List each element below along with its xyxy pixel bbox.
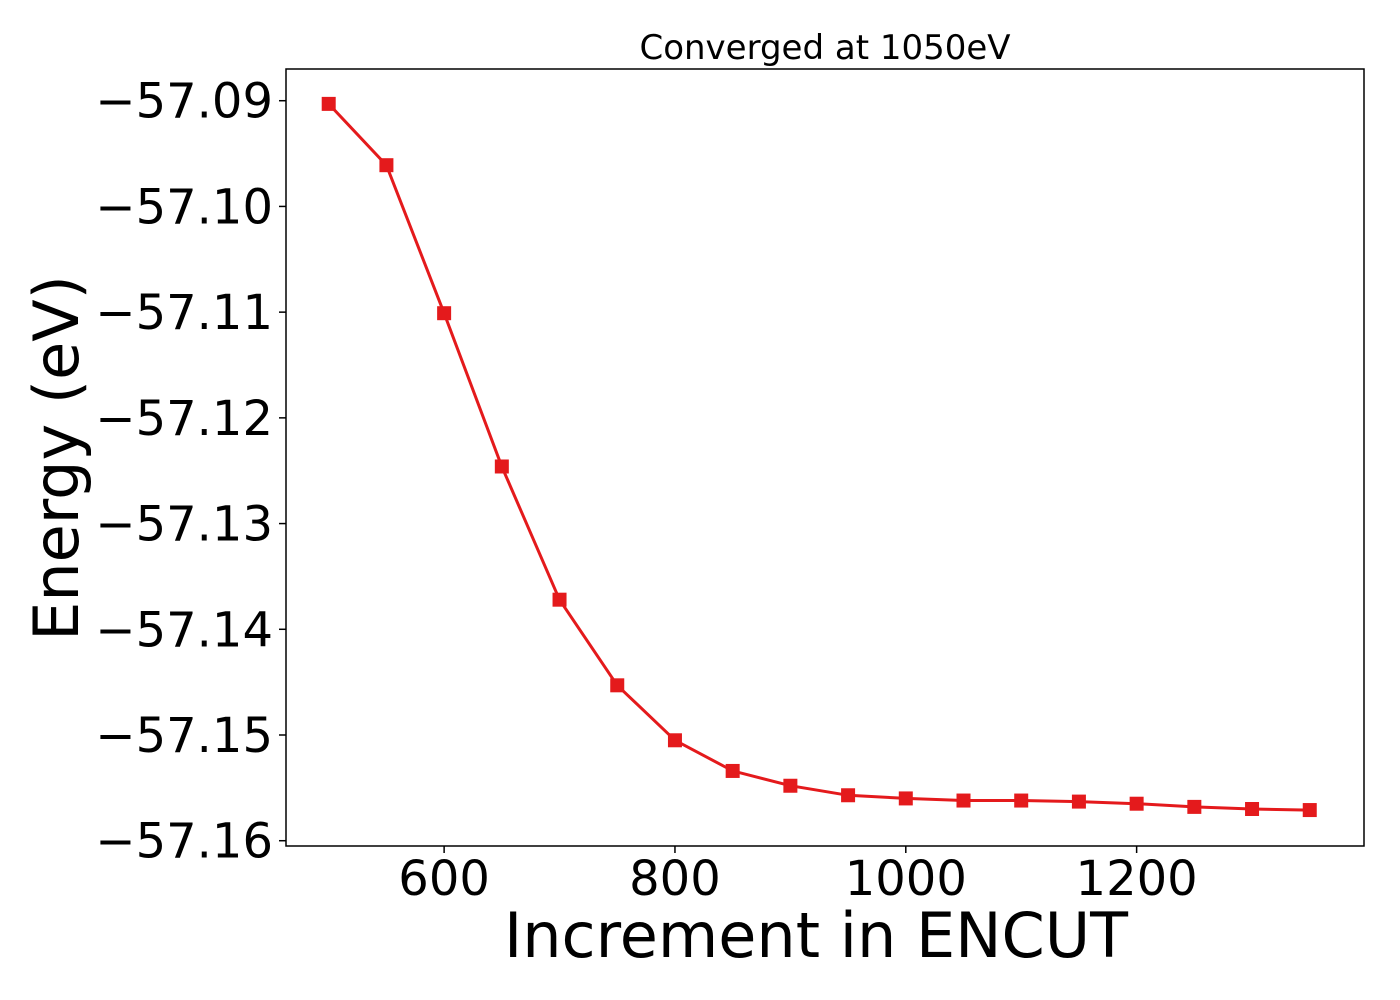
y-tick-label: −57.10 bbox=[95, 179, 273, 235]
x-axis: 600 800 1000 1200 bbox=[398, 846, 1198, 907]
chart-title: Converged at 1050eV bbox=[639, 28, 1010, 68]
data-point bbox=[898, 791, 913, 806]
y-tick-label: −57.12 bbox=[95, 391, 273, 447]
data-point bbox=[494, 459, 509, 474]
data-point bbox=[321, 96, 336, 111]
y-tick-label: −57.16 bbox=[95, 814, 273, 870]
y-axis-label: Energy (eV) bbox=[20, 275, 93, 641]
y-tick-label: −57.15 bbox=[95, 708, 273, 764]
y-tick-label: −57.11 bbox=[95, 285, 273, 341]
data-point bbox=[1129, 796, 1144, 811]
y-tick-label: −57.14 bbox=[95, 602, 273, 658]
data-point bbox=[1014, 793, 1029, 808]
data-point bbox=[956, 793, 971, 808]
data-point bbox=[1302, 803, 1317, 818]
x-tick-label: 600 bbox=[398, 851, 490, 907]
data-point bbox=[610, 678, 625, 693]
y-tick-label: −57.13 bbox=[95, 497, 273, 553]
data-point bbox=[725, 763, 740, 778]
data-point bbox=[1245, 802, 1260, 816]
data-point bbox=[379, 158, 394, 173]
x-axis-label: Increment in ENCUT bbox=[504, 899, 1129, 972]
y-tick-label: −57.09 bbox=[95, 74, 273, 130]
x-tick-label: 1200 bbox=[1076, 851, 1198, 907]
data-point bbox=[1071, 794, 1086, 809]
plot-area bbox=[285, 68, 1365, 847]
data-point bbox=[667, 733, 682, 748]
data-series bbox=[321, 96, 1317, 818]
data-point bbox=[783, 778, 798, 793]
data-point bbox=[1187, 799, 1202, 814]
x-tick-label: 1000 bbox=[845, 851, 967, 907]
data-point bbox=[552, 592, 567, 607]
data-point bbox=[437, 306, 452, 321]
y-axis: −57.09 −57.10 −57.11 −57.12 −57.13 −57.14 −57.… bbox=[95, 74, 286, 870]
data-point bbox=[841, 788, 856, 803]
series-line bbox=[327, 102, 1310, 812]
x-tick-label: 800 bbox=[629, 851, 721, 907]
